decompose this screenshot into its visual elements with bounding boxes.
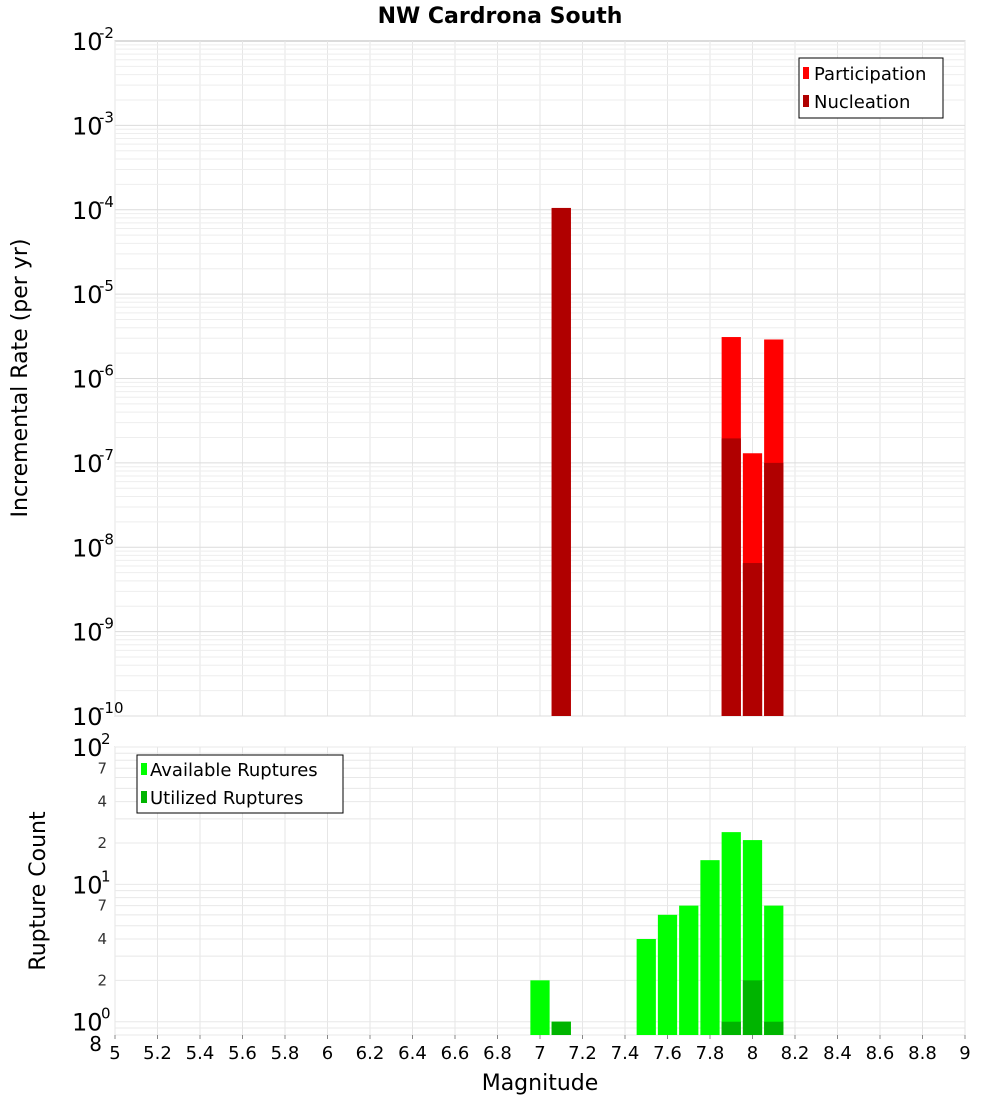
top-y-tick-label: 10: [72, 28, 103, 56]
bottom-y-axis-label: Rupture Count: [26, 811, 51, 971]
top-y-axis-label: Incremental Rate (per yr): [8, 239, 33, 518]
x-axis-label: Magnitude: [482, 1071, 599, 1096]
bar-available-ruptures-8.1: [764, 905, 784, 1035]
bar-nucleation-8: [742, 563, 763, 716]
x-tick-label: 6: [322, 1043, 333, 1064]
bottom-y-tick-exponent: 2: [101, 730, 111, 748]
bar-utilized-ruptures-8.1: [764, 1021, 784, 1035]
x-axis-ticks: 5 5.2 5.4 5.6 5.8 6 6.2 6.4 6.6 6.8 7 7.2 7.4 7.6 7.8 8…: [109, 1035, 971, 1064]
bottom-y-minor-tick-label: 2: [97, 971, 107, 989]
x-tick-label: 6.2: [356, 1043, 385, 1064]
legend-swatch-participation: [803, 67, 809, 79]
legend-swatch-available-ruptures: [141, 763, 147, 775]
bar-utilized-ruptures-7.9: [721, 1021, 741, 1035]
x-tick-label: 5.4: [186, 1043, 215, 1064]
bottom-y-minor-tick-label: 7: [97, 897, 107, 915]
top-y-tick-label: 10: [72, 534, 103, 562]
x-tick-label: 7.6: [653, 1043, 682, 1064]
x-tick-label: 7: [534, 1043, 545, 1064]
bottom-y-tick-exponent: 0: [101, 1005, 111, 1023]
x-tick-label: 6.4: [398, 1043, 427, 1064]
legend-swatch-utilized-ruptures: [141, 791, 147, 803]
x-tick-label: 8.6: [866, 1043, 895, 1064]
top-y-tick-label: 10: [72, 197, 103, 225]
top-plot-bars: [551, 207, 784, 716]
bar-available-ruptures-7: [530, 980, 550, 1035]
x-tick-label: 6.6: [441, 1043, 470, 1064]
legend-swatch-nucleation: [803, 95, 809, 107]
bottom-y-minor-tick-label: 4: [97, 793, 107, 811]
legend-label-participation: Participation: [814, 64, 926, 85]
legend-label-nucleation: Nucleation: [814, 92, 910, 113]
bottom-y-tick-exponent: 1: [101, 867, 111, 885]
x-tick-label: 5.2: [143, 1043, 172, 1064]
bar-utilized-ruptures-8: [742, 980, 763, 1035]
top-y-tick-exponent: -10: [99, 699, 124, 717]
top-y-tick-label: 10: [72, 366, 103, 394]
bar-utilized-ruptures-7.1: [551, 1021, 571, 1035]
bottom-y-minor-tick-label: 2: [97, 834, 107, 852]
top-y-tick-label: 10: [72, 281, 103, 309]
x-tick-label: 5: [109, 1043, 120, 1064]
legend-label-available-ruptures: Available Ruptures: [150, 760, 318, 781]
top-legend: Participation Nucleation: [798, 57, 944, 119]
bottom-y-minor-tick-label: 7: [97, 759, 107, 777]
x-tick-label: 7.2: [568, 1043, 597, 1064]
bar-available-ruptures-7.8: [700, 860, 720, 1035]
bottom-y-tick-label: 10: [72, 1009, 103, 1037]
bar-nucleation-8.1: [764, 462, 784, 716]
top-y-tick-exponent: -6: [99, 362, 114, 380]
bar-available-ruptures-7.6: [657, 914, 678, 1035]
x-tick-label: 6.8: [483, 1043, 512, 1064]
top-y-tick-label: 10: [72, 112, 103, 140]
top-plot-grid: [114, 41, 966, 717]
x-tick-label: 8.8: [908, 1043, 937, 1064]
top-y-tick-exponent: -4: [99, 193, 114, 211]
bottom-y-minor-tick-label: 4: [97, 930, 107, 948]
bottom-y-tick-label: 10: [72, 734, 103, 762]
bottom-y-tick-label: 10: [72, 871, 103, 899]
bottom-legend: Available Ruptures Utilized Ruptures: [136, 754, 344, 814]
top-y-tick-exponent: -2: [99, 24, 114, 42]
chart-title: NW Cardrona South: [378, 4, 623, 29]
top-y-tick-exponent: -5: [99, 277, 114, 295]
top-y-tick-label: 10: [72, 619, 103, 647]
bar-available-ruptures-7.9: [721, 832, 741, 1035]
bar-available-ruptures-7.7: [679, 905, 699, 1035]
x-tick-label: 8: [747, 1043, 758, 1064]
x-tick-label: 7.4: [611, 1043, 640, 1064]
bottom-plot-bars: [530, 832, 784, 1035]
top-y-tick-exponent: -9: [99, 615, 114, 633]
legend-label-utilized-ruptures: Utilized Ruptures: [150, 788, 303, 809]
x-tick-label: 5.6: [228, 1043, 257, 1064]
top-y-tick-exponent: -7: [99, 446, 114, 464]
x-tick-label: 5.8: [271, 1043, 300, 1064]
x-tick-label: 8.4: [823, 1043, 852, 1064]
x-tick-label: 9: [959, 1043, 970, 1064]
bar-nucleation-7.9: [721, 438, 741, 716]
x-tick-label: 7.8: [696, 1043, 725, 1064]
top-y-tick-exponent: -8: [99, 530, 114, 548]
top-y-tick-label: 10: [72, 703, 103, 731]
bar-nucleation-7.1: [551, 207, 571, 716]
bottom-y-minor-tick-label: 8: [89, 1032, 102, 1056]
bar-available-ruptures-7.5: [636, 939, 656, 1035]
x-tick-label: 8.2: [781, 1043, 810, 1064]
top-y-tick-exponent: -3: [99, 108, 114, 126]
top-y-tick-label: 10: [72, 450, 103, 478]
